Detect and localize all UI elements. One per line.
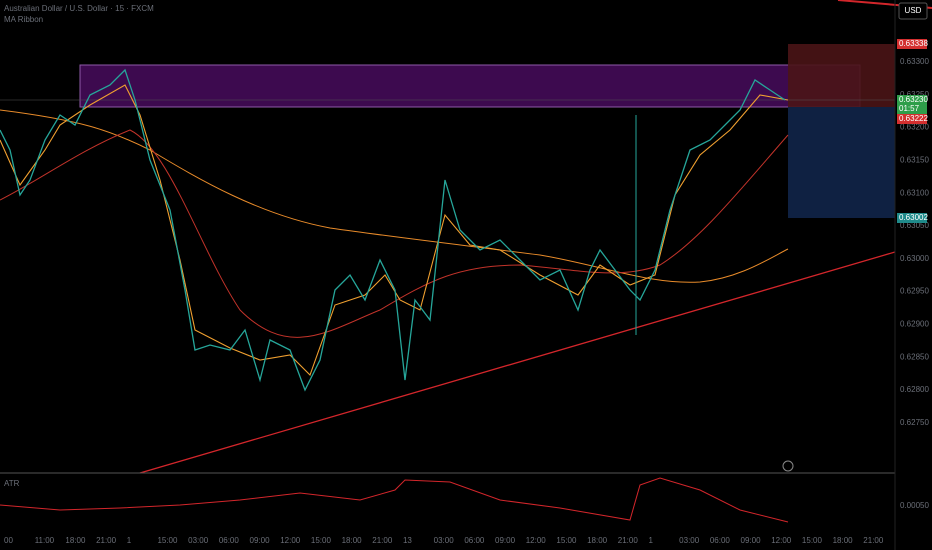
time-axis-label: 21:00	[372, 536, 393, 545]
time-axis-label: 06:00	[464, 536, 485, 545]
price-axis-label: 0.62850	[900, 352, 929, 361]
time-axis-label: 1	[648, 536, 653, 545]
ma-fast	[0, 84, 789, 377]
time-axis-label: 12:00	[771, 536, 792, 545]
time-axis-label: 21:00	[618, 536, 639, 545]
price-tag	[897, 39, 927, 49]
target-zone	[788, 107, 895, 218]
atr-axis-label: 0.00050	[900, 501, 929, 510]
price-axis-label: 0.63000	[900, 254, 929, 263]
countdown: 01:57	[899, 104, 920, 113]
price-tag	[897, 213, 927, 223]
time-axis-label: 18:00	[65, 536, 86, 545]
time-axis-label: 09:00	[250, 536, 271, 545]
ma-slow	[0, 109, 789, 283]
time-axis-label: 1	[127, 536, 132, 545]
price-tag	[897, 95, 927, 115]
time-axis-label: 18:00	[342, 536, 363, 545]
time-axis-label: 12:00	[526, 536, 547, 545]
time-axis-label: 09:00	[741, 536, 762, 545]
time-axis-label: 11:00	[35, 536, 55, 545]
time-axis-label: 00	[4, 536, 13, 545]
currency-button[interactable]	[898, 2, 928, 20]
time-axis-label: 15:00	[157, 536, 178, 545]
time-axis-label: 12:00	[280, 536, 301, 545]
price-axis-label: 0.63100	[900, 188, 929, 197]
price-axis-label: 0.62900	[900, 320, 929, 329]
time-axis-label: 21:00	[863, 536, 884, 545]
time-axis-label: 09:00	[495, 536, 516, 545]
price-tag-label: 0.63222	[899, 114, 928, 123]
time-axis-label: 15:00	[311, 536, 332, 545]
time-axis-label: 15:00	[556, 536, 577, 545]
time-axis-label: 03:00	[679, 536, 700, 545]
supply-zone	[79, 64, 861, 108]
trend-line	[139, 251, 896, 474]
price-axis-label: 0.62950	[900, 287, 929, 296]
time-axis-label: 15:00	[802, 536, 823, 545]
time-axis-label: 03:00	[188, 536, 209, 545]
stop-zone	[788, 44, 895, 107]
time-axis-label: 13	[403, 536, 412, 545]
price-tag-label: 0.63338	[899, 39, 928, 48]
price-tag-label: 0.63230	[899, 95, 928, 104]
time-axis-label: 06:00	[219, 536, 240, 545]
price-axis-label: 0.63300	[900, 57, 929, 66]
price-axis-label: 0.63250	[900, 90, 929, 99]
price-tag	[897, 114, 927, 124]
replay-icon[interactable]	[782, 460, 794, 472]
time-axis-label: 18:00	[587, 536, 608, 545]
time-axis-label: 03:00	[434, 536, 455, 545]
ma-mid	[0, 129, 789, 338]
price-tag-label: 0.63002	[899, 213, 928, 222]
price-axis-label: 0.63150	[900, 156, 929, 165]
time-axis-label: 18:00	[833, 536, 854, 545]
time-axis-label: 21:00	[96, 536, 117, 545]
price-axis-label: 0.63050	[900, 221, 929, 230]
price-axis-label: 0.63200	[900, 123, 929, 132]
price-axis-label: 0.62800	[900, 385, 929, 394]
time-axis-label: 06:00	[710, 536, 731, 545]
atr-line	[0, 477, 789, 523]
price-axis-label: 0.62750	[900, 418, 929, 427]
indicator-title: MA Ribbon	[4, 15, 43, 24]
symbol-title: Australian Dollar / U.S. Dollar · 15 · F…	[4, 4, 154, 13]
currency: USD	[905, 6, 922, 15]
price-series	[0, 68, 786, 392]
atr-title: ATR	[4, 479, 20, 488]
